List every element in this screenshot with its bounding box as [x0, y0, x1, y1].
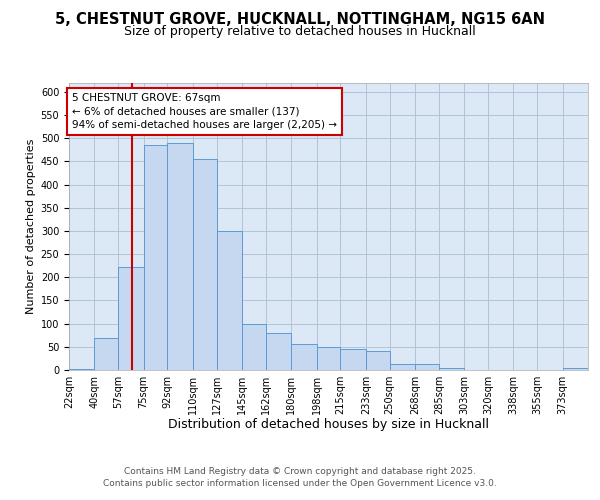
Bar: [193, 159, 217, 370]
X-axis label: Distribution of detached houses by size in Hucknall: Distribution of detached houses by size …: [168, 418, 489, 432]
Bar: [291, 344, 317, 370]
Text: Contains HM Land Registry data © Crown copyright and database right 2025.
Contai: Contains HM Land Registry data © Crown c…: [103, 466, 497, 487]
Bar: [143, 145, 167, 370]
Bar: [389, 364, 415, 370]
Bar: [340, 349, 366, 370]
Bar: [563, 368, 588, 370]
Bar: [69, 368, 94, 370]
Text: Size of property relative to detached houses in Hucknall: Size of property relative to detached ho…: [124, 25, 476, 38]
Bar: [167, 143, 193, 370]
Bar: [118, 267, 143, 370]
Y-axis label: Number of detached properties: Number of detached properties: [26, 138, 37, 314]
Bar: [266, 333, 291, 370]
Bar: [242, 324, 266, 370]
Bar: [415, 364, 439, 370]
Bar: [366, 352, 389, 370]
Text: 5 CHESTNUT GROVE: 67sqm
← 6% of detached houses are smaller (137)
94% of semi-de: 5 CHESTNUT GROVE: 67sqm ← 6% of detached…: [72, 93, 337, 130]
Bar: [439, 368, 464, 370]
Text: 5, CHESTNUT GROVE, HUCKNALL, NOTTINGHAM, NG15 6AN: 5, CHESTNUT GROVE, HUCKNALL, NOTTINGHAM,…: [55, 12, 545, 28]
Bar: [217, 231, 242, 370]
Bar: [94, 338, 118, 370]
Bar: [317, 347, 340, 370]
